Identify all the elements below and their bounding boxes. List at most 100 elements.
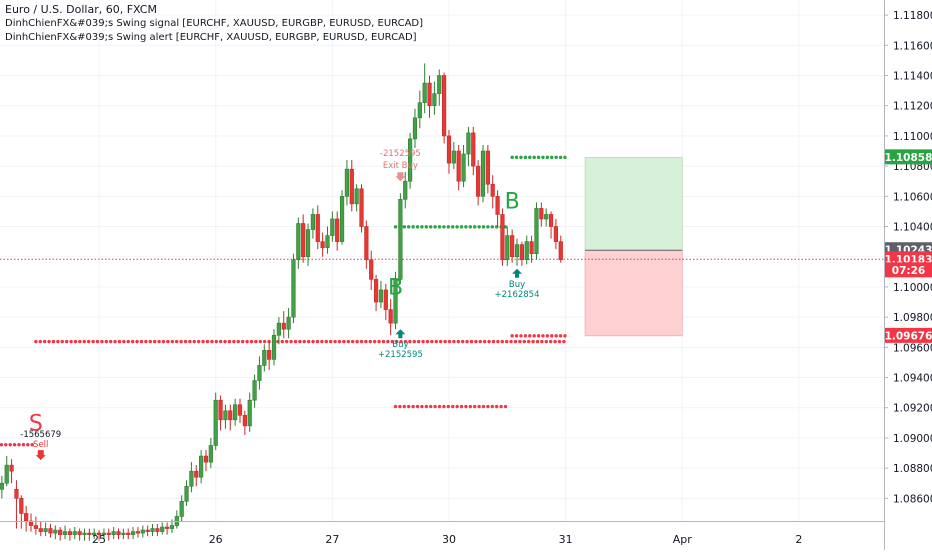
support-dots-left [381,339,386,344]
buy-arrow-icon [512,268,523,278]
sl-price-label [885,327,932,343]
candle-body [276,322,281,336]
support-dots-left [174,339,179,344]
candle-body [87,532,92,535]
y-tick-label: 1.11400 [893,71,932,83]
candle-body [339,196,345,242]
candle-body [72,531,77,535]
candle-body [135,531,141,534]
x-tick-label: 30 [442,533,456,546]
support-dots-left [386,339,390,344]
y-tick-label: 1.09000 [893,433,932,445]
indicator-swing-signal[interactable]: DinhChienFX&#039;s Swing signal [EURCHF,… [5,18,424,29]
candle-body [233,404,238,421]
signal-letter: S [29,411,43,436]
support-dots-left [122,339,126,344]
support-dots-left [113,339,117,344]
candle-body [160,526,165,532]
candle-body [495,196,500,215]
resistance-dots [402,225,407,229]
sell-level-dots [30,443,34,447]
support-dots-left [535,339,540,344]
candle-body [442,75,447,137]
resistance-dots [429,225,433,229]
resistance-dots [433,225,437,229]
support-dots-left [108,339,113,344]
candle-body [373,279,379,303]
support-dots-left [254,339,258,344]
candle-body [383,289,388,310]
buy-entry-dots [420,404,424,409]
support-dots-left [311,339,315,344]
candle-body [169,525,175,529]
support-dots-left [328,339,333,344]
y-tick-label: 1.11200 [893,101,932,113]
indicator-swing-alert[interactable]: DinhChienFX&#039;s Swing alert [EURCHF, … [5,32,417,43]
candle-body [490,183,495,197]
candle-body [461,153,466,182]
tp-dots [554,155,558,160]
tp-dots [563,155,567,160]
symbol-title[interactable]: Euro / U.S. Dollar, 60, FXCM [5,3,157,16]
support-dots-left [214,339,218,344]
stop-loss-zone [584,249,683,337]
support-dots-left [51,339,56,344]
sl-dots [514,334,519,338]
buy-entry-dots [407,404,411,409]
candle-body [539,208,544,220]
trade-value: +2152595 [378,350,423,360]
candle-body [359,188,364,227]
candle-body [505,235,510,261]
tp-dots [545,155,550,160]
support-dots-left [306,339,311,344]
support-dots-left [443,339,447,344]
candle-body [189,470,194,487]
candle-body [111,531,116,535]
candle-body [19,498,24,514]
sell-level-dots [0,443,4,447]
candle-body [199,455,204,478]
buy-entry-dots [464,404,468,409]
candle-body [62,531,68,535]
support-dots-left [337,339,342,344]
y-tick-label: 1.11000 [893,131,932,143]
support-dots-left [544,339,548,344]
candle-body [53,529,58,534]
buy-entry-dots [393,404,398,409]
buy-entry-dots [490,404,495,409]
support-dots-left [298,339,302,344]
candle-body [82,532,87,535]
support-dots-left [496,339,500,344]
buy-entry-dots [468,404,473,409]
candle-body [456,150,461,182]
support-dots-left [553,339,557,344]
x-tick-label: 25 [92,533,106,546]
price-axis[interactable]: 1.11800 1.11600 1.11400 1.11200 1.11000 1.108… [884,0,932,550]
support-dots-left [161,339,166,344]
y-tick-label: 1.09600 [893,342,932,354]
resistance-dots [477,225,481,229]
y-tick-label: 1.11600 [893,40,932,52]
support-dots-left [482,339,487,344]
candle-body [301,223,306,258]
buy-entry-dots [455,404,459,409]
candle-body [155,528,160,532]
support-dots-left [148,339,152,344]
support-dots-left [249,339,254,344]
y-tick-label: 1.09400 [893,373,932,385]
candle-body [291,259,296,318]
sl-dots [532,334,536,338]
time-axis[interactable]: 25 26 27 30 31 Apr 2 [0,521,884,547]
candle-body [121,532,126,535]
sell-level-dots [17,443,21,447]
support-dots-left [205,339,210,344]
support-dots-left [346,339,350,344]
candle-body [548,214,554,227]
candle-body [218,399,223,421]
candle-body [335,218,340,242]
resistance-dots [451,225,455,229]
x-tick-label: 31 [559,533,573,546]
